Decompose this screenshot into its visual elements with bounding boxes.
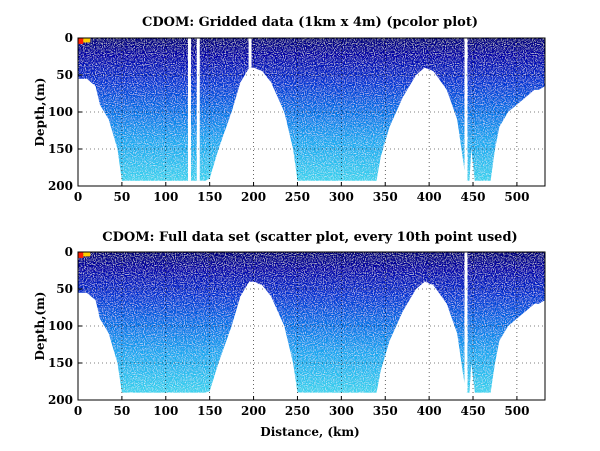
x-tick-label: 300 (329, 404, 354, 418)
x-tick-label: 350 (373, 404, 398, 418)
y-tick-label: 150 (48, 142, 73, 156)
data-gap (196, 38, 200, 181)
data-gap (464, 38, 468, 181)
x-tick-label: 200 (241, 190, 266, 204)
data-gap (464, 252, 468, 393)
y-axis-label: Depth,(m) (33, 78, 47, 147)
y-tick-label: 200 (48, 179, 73, 193)
x-axis-label: Distance, (km) (260, 425, 359, 439)
y-tick-label: 150 (48, 356, 73, 370)
tick-labels: 0 50 100 150 200 250 300 350 400 450 500 0 50 100 150 2… (48, 245, 530, 418)
panel-gridded: CDOM: Gridded data (1km x 4m) (pcolor pl… (33, 15, 546, 204)
cdom-data-region (78, 252, 545, 393)
x-tick-label: 450 (460, 404, 485, 418)
x-tick-label: 150 (197, 404, 222, 418)
heatmap-area (78, 38, 545, 181)
x-tick-label: 50 (114, 404, 131, 418)
y-axis-label: Depth,(m) (33, 292, 47, 361)
x-tick-label: 300 (329, 190, 354, 204)
x-tick-label: 0 (74, 404, 82, 418)
x-tick-label: 400 (417, 190, 442, 204)
x-tick-label: 500 (504, 190, 529, 204)
x-tick-label: 450 (460, 190, 485, 204)
y-tick-label: 50 (56, 282, 73, 296)
y-tick-label: 0 (65, 31, 73, 45)
panel-scatter: CDOM: Full data set (scatter plot, every… (33, 230, 546, 439)
x-tick-label: 150 (197, 190, 222, 204)
data-gap (187, 38, 191, 181)
x-tick-label: 250 (285, 190, 310, 204)
y-tick-label: 100 (48, 319, 73, 333)
x-tick-label: 50 (114, 190, 131, 204)
x-tick-label: 250 (285, 404, 310, 418)
x-tick-label: 100 (153, 404, 178, 418)
x-tick-label: 350 (373, 190, 398, 204)
x-tick-label: 0 (74, 190, 82, 204)
tick-labels: 0 50 100 150 200 250 300 350 400 450 500 0 50 100 150 2… (48, 31, 530, 204)
y-tick-label: 50 (56, 68, 73, 82)
y-tick-label: 100 (48, 105, 73, 119)
y-tick-label: 0 (65, 245, 73, 259)
gridlines (77, 37, 545, 187)
x-tick-label: 100 (153, 190, 178, 204)
x-tick-label: 200 (241, 404, 266, 418)
y-tick-label: 200 (48, 393, 73, 407)
surface-hotspot (78, 38, 84, 44)
surface-hotspot (83, 38, 91, 43)
x-tick-label: 500 (504, 404, 529, 418)
cdom-data-region (78, 38, 545, 181)
chart-title: CDOM: Full data set (scatter plot, every… (102, 230, 517, 245)
data-gap (248, 38, 252, 68)
axes-box (77, 251, 546, 401)
axes-box (77, 37, 546, 187)
chart-title: CDOM: Gridded data (1km x 4m) (pcolor pl… (142, 15, 478, 30)
x-tick-label: 400 (417, 404, 442, 418)
surface-hotspot (83, 252, 91, 257)
scatter-area (78, 252, 545, 393)
surface-hotspot (78, 252, 84, 258)
